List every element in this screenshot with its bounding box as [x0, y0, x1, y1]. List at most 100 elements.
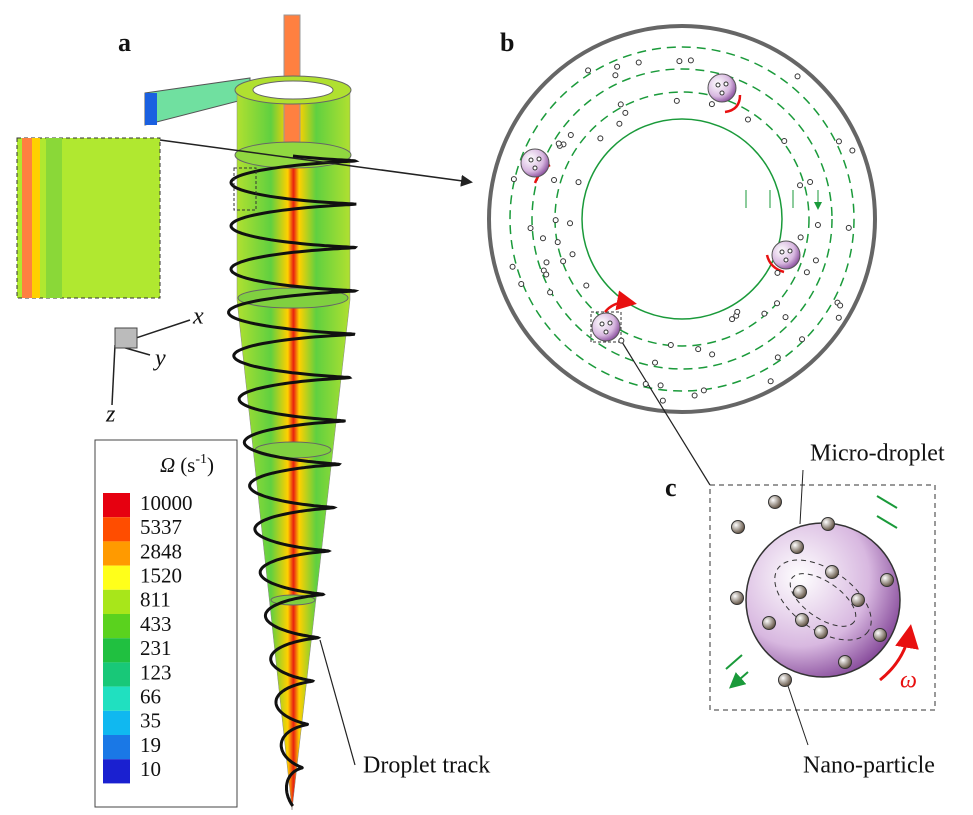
particle	[519, 282, 524, 287]
annotation: Droplet track	[363, 753, 490, 779]
particle	[615, 64, 620, 69]
nano-particle	[796, 614, 809, 627]
nano-particle	[822, 518, 835, 531]
particle	[653, 360, 658, 365]
panel-label: c	[665, 473, 677, 502]
legend-label: 19	[140, 733, 161, 757]
droplet	[772, 241, 800, 269]
droplet-detail	[710, 470, 935, 745]
particle	[808, 179, 813, 184]
nano-particle	[779, 674, 792, 687]
panel-label: b	[500, 28, 514, 57]
particle	[716, 83, 720, 87]
legend-swatch	[103, 735, 130, 759]
particle	[636, 60, 641, 65]
particle	[668, 342, 673, 347]
particle	[608, 321, 612, 325]
axis-label: y	[153, 346, 166, 372]
particle	[745, 117, 750, 122]
particle	[510, 264, 515, 269]
particle	[555, 240, 560, 245]
axis-label: z	[105, 402, 116, 428]
particle	[586, 68, 591, 73]
nano-particle	[839, 656, 852, 669]
legend-swatch	[103, 687, 130, 711]
nano-particle	[732, 521, 745, 534]
annotation: Nano-particle	[803, 753, 935, 779]
particle	[846, 225, 851, 230]
legend-label: 5337	[140, 515, 182, 539]
particle	[784, 258, 788, 262]
cyclone	[17, 15, 470, 810]
particle	[553, 218, 558, 223]
particle	[528, 226, 533, 231]
legend-label: 433	[140, 612, 172, 636]
particle	[804, 270, 809, 275]
droplet	[708, 74, 736, 102]
nano-particle	[769, 496, 782, 509]
particle	[561, 259, 566, 264]
particle	[600, 322, 604, 326]
legend-unit: (s	[180, 453, 195, 477]
legend-label: 811	[140, 588, 171, 612]
nano-particle	[874, 629, 887, 642]
particle	[674, 98, 679, 103]
particle	[701, 388, 706, 393]
particle	[724, 82, 728, 86]
legend-label: 10000	[140, 491, 193, 515]
particle	[556, 141, 561, 146]
particle	[619, 338, 624, 343]
particle	[720, 91, 724, 95]
annotation: Micro-droplet	[810, 441, 945, 467]
droplet	[592, 313, 620, 341]
nano-particle	[794, 586, 807, 599]
particle	[511, 177, 516, 182]
legend-label: 1520	[140, 564, 182, 588]
particle	[692, 393, 697, 398]
particle	[838, 303, 843, 308]
particle	[696, 347, 701, 352]
particle	[783, 315, 788, 320]
particle	[544, 272, 549, 277]
particle	[540, 236, 545, 241]
legend-swatch	[103, 662, 130, 686]
legend-label: 10	[140, 757, 161, 781]
particle	[548, 290, 553, 295]
legend-swatch	[103, 541, 130, 565]
particle	[836, 139, 841, 144]
legend-exponent: -1	[195, 452, 207, 467]
legend-symbol: Ω	[160, 453, 175, 477]
particle	[800, 337, 805, 342]
legend-swatch	[103, 638, 130, 662]
particle	[544, 260, 549, 265]
legend-swatch	[103, 566, 130, 590]
particle	[568, 221, 573, 226]
particle	[709, 102, 714, 107]
legend-swatch	[103, 590, 130, 614]
nano-particle	[826, 566, 839, 579]
particle	[604, 330, 608, 334]
particle	[815, 222, 820, 227]
particle	[798, 235, 803, 240]
legend-label: 123	[140, 660, 172, 684]
nano-particle	[791, 541, 804, 554]
legend-swatch	[103, 517, 130, 541]
particle	[677, 59, 682, 64]
particle	[623, 110, 628, 115]
particle	[836, 315, 841, 320]
nano-particle	[881, 574, 894, 587]
particle	[850, 148, 855, 153]
legend-close: )	[207, 453, 214, 477]
legend-label: 35	[140, 709, 161, 733]
particle	[660, 398, 665, 403]
particle	[775, 270, 780, 275]
legend-swatch	[103, 493, 130, 517]
particle	[658, 383, 663, 388]
particle	[688, 58, 693, 63]
legend-swatch	[103, 614, 130, 638]
particle	[788, 249, 792, 253]
particle	[552, 178, 557, 183]
legend-swatch	[103, 759, 130, 783]
particle	[613, 73, 618, 78]
particle	[775, 301, 780, 306]
